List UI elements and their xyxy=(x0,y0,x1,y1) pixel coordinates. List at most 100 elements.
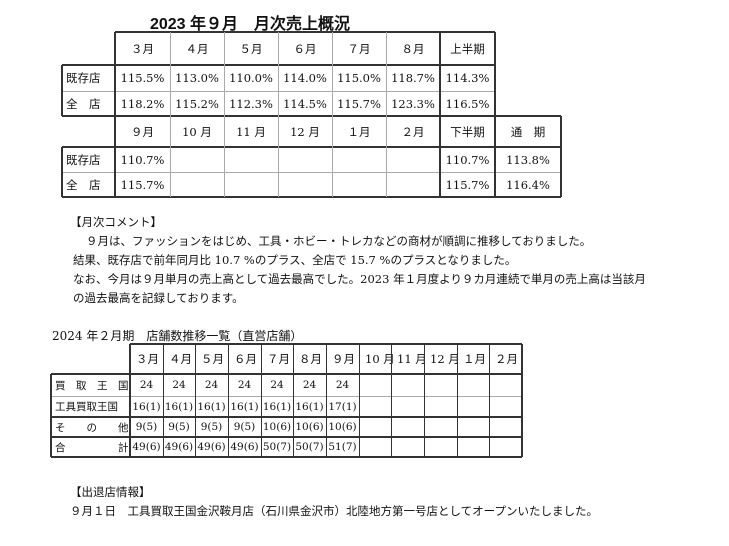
table-border xyxy=(51,436,522,438)
table-cell: 51(7) xyxy=(328,441,357,453)
column-header: ７月 xyxy=(347,41,371,56)
column-header: 12 月 xyxy=(290,124,320,139)
table-border xyxy=(423,344,425,457)
table-cell xyxy=(278,147,332,172)
table-cell xyxy=(489,437,522,457)
column-header: ４月 xyxy=(169,352,192,366)
table-cell: 49(6) xyxy=(132,441,161,453)
column-header: ８月 xyxy=(401,41,425,56)
table-border xyxy=(115,31,495,33)
table-cell: 113.0% xyxy=(175,71,219,85)
table-border xyxy=(494,116,496,197)
table-cell: 110.7% xyxy=(120,152,165,167)
table-cell: 116.5% xyxy=(445,96,490,111)
table-cell: 118.7% xyxy=(391,71,435,85)
row-label: 既存店 xyxy=(66,71,101,85)
column-header: 通 期 xyxy=(510,124,546,139)
table-cell xyxy=(391,417,424,437)
openings-heading: 【出退店情報】 xyxy=(70,485,151,499)
table-border xyxy=(277,116,279,197)
table-cell: 16(1) xyxy=(295,400,324,413)
table-border xyxy=(223,116,225,197)
table-cell: 16(1) xyxy=(164,400,194,413)
table-border xyxy=(162,344,164,457)
column-header: ３月 xyxy=(131,41,154,56)
table-cell: 49(6) xyxy=(164,441,194,453)
table-border xyxy=(260,344,262,457)
table-cell xyxy=(332,172,386,197)
table-border xyxy=(114,32,116,116)
column-header: ６月 xyxy=(293,41,317,56)
table-cell: 118.2% xyxy=(120,96,165,111)
column-header: ３月 xyxy=(136,352,159,366)
table-border xyxy=(494,32,496,116)
openings-line: ９月１日 工具買取王国金沢鞍月店（石川県金沢市）北陸地方第一号店としてオープンい… xyxy=(70,504,598,518)
row-label: 既存店 xyxy=(66,152,101,167)
table-cell xyxy=(489,374,522,396)
column-header: ５月 xyxy=(201,352,224,366)
table-cell xyxy=(224,172,278,197)
table-cell xyxy=(391,437,424,457)
table-border xyxy=(292,344,294,457)
column-header: ７月 xyxy=(267,352,290,366)
page-title: 2023 年９月 月次売上概況 xyxy=(149,16,351,33)
column-header: ９月 xyxy=(332,352,355,366)
table-cell: 24 xyxy=(302,379,317,391)
table-cell xyxy=(170,172,224,197)
column-header: ９月 xyxy=(131,124,154,139)
table-cell xyxy=(391,374,424,396)
table-cell xyxy=(170,147,224,172)
table-cell xyxy=(359,396,391,417)
column-header: 下半期 xyxy=(450,124,485,139)
table-cell xyxy=(224,147,278,172)
comment-line: ９月は、ファッションをはじめ、工具・ホビー・トレカなどの商材が順調に推移しており… xyxy=(86,234,592,248)
column-header: 11 月 xyxy=(397,352,427,366)
table-border xyxy=(62,171,561,173)
table-border xyxy=(385,116,387,197)
column-header: 11 月 xyxy=(236,124,266,139)
table-border xyxy=(61,65,63,116)
table-cell xyxy=(386,172,440,197)
table-cell xyxy=(457,396,489,417)
column-header: ６月 xyxy=(234,352,257,366)
table-border xyxy=(115,146,561,148)
table-border xyxy=(62,146,115,148)
table-border xyxy=(560,116,562,197)
table-cell xyxy=(386,147,440,172)
table-border xyxy=(439,32,441,116)
table-cell: 9(5) xyxy=(200,421,223,433)
table-border xyxy=(325,344,327,457)
table-border xyxy=(62,115,561,117)
table-border xyxy=(439,116,441,197)
row-label: 全 店 xyxy=(66,177,101,192)
table-cell: 114.0% xyxy=(283,71,327,85)
table-cell: 16(1) xyxy=(230,400,259,413)
table-border xyxy=(62,196,561,198)
table-cell: 114.3% xyxy=(445,71,490,85)
table-border xyxy=(61,147,63,197)
table-border xyxy=(521,344,523,457)
column-header: １月 xyxy=(463,352,486,366)
table-cell: 112.3% xyxy=(229,96,273,111)
table-cell: 123.3% xyxy=(391,96,435,111)
table-border xyxy=(358,344,360,457)
table-cell: 24 xyxy=(335,379,350,391)
comment-line: の過去最高を記録しております。 xyxy=(73,291,244,305)
table-cell: 110.7% xyxy=(445,152,490,167)
table-cell: 10(6) xyxy=(295,421,324,433)
table-cell: 50(7) xyxy=(262,441,292,453)
table-cell: 49(6) xyxy=(230,441,259,453)
table-border xyxy=(50,374,52,457)
table-cell xyxy=(359,437,391,457)
table-cell: 9(5) xyxy=(168,421,190,433)
table-cell: 24 xyxy=(270,379,284,391)
table-border xyxy=(169,32,171,116)
row-label: 工具買取王国 xyxy=(55,401,118,413)
table-cell xyxy=(424,437,457,457)
table-cell: 9(5) xyxy=(233,421,256,433)
table-cell xyxy=(457,417,489,437)
table-cell: 24 xyxy=(204,379,219,391)
table-cell: 10(6) xyxy=(262,421,292,433)
table-border xyxy=(51,456,522,458)
